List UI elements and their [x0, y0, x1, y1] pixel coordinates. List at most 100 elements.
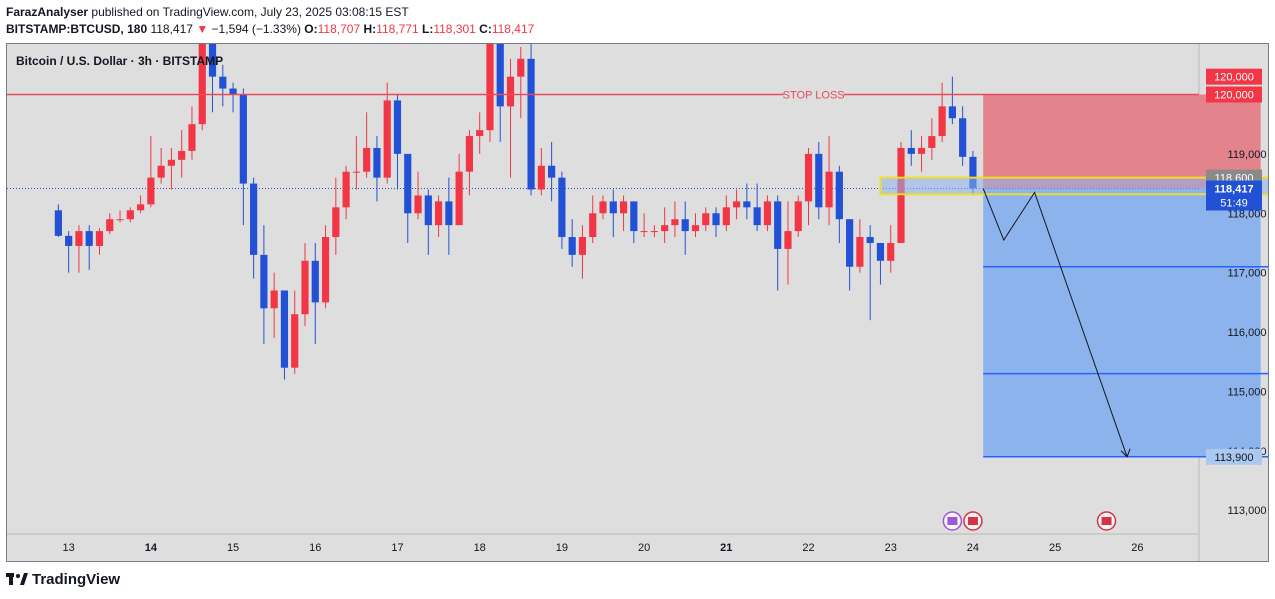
- brand-name: TradingView: [32, 571, 121, 588]
- candle-body: [722, 207, 730, 226]
- candle-body: [455, 171, 463, 226]
- candle-body: [578, 237, 587, 255]
- candle: [75, 225, 83, 273]
- candle-body: [219, 76, 227, 89]
- candle: [352, 136, 360, 190]
- price-axis-label: 113,900: [1215, 452, 1254, 464]
- candle: [578, 225, 587, 279]
- symbol-name[interactable]: BITSTAMP:BTCUSD, 180: [6, 22, 148, 36]
- candle-body: [188, 124, 196, 151]
- x-tick-label: 23: [885, 542, 897, 554]
- candle-body: [527, 58, 535, 190]
- candle-body: [743, 201, 751, 208]
- candle-body: [794, 201, 802, 232]
- candle: [136, 195, 145, 214]
- candle: [681, 201, 689, 255]
- candle: [54, 204, 62, 238]
- candle: [938, 82, 946, 142]
- candle: [311, 242, 319, 344]
- candle: [835, 165, 843, 243]
- x-tick-label: 21: [720, 542, 732, 554]
- candle: [465, 130, 474, 196]
- candle-body: [270, 290, 278, 309]
- y-tick-label: 119,000: [1228, 149, 1267, 161]
- y-tick-label: 118,000: [1228, 208, 1267, 220]
- entry-box: [879, 176, 1275, 196]
- open-value: 118,707: [317, 22, 361, 36]
- candle: [671, 201, 679, 238]
- candle-body: [54, 210, 62, 236]
- candle: [260, 225, 268, 344]
- candle: [321, 225, 330, 309]
- candle-body: [753, 207, 761, 226]
- candle: [239, 88, 247, 226]
- candle: [106, 213, 114, 235]
- us-flag-event-icon[interactable]: [963, 511, 983, 531]
- take-profit-zone: [983, 188, 1261, 457]
- candle-body: [804, 153, 813, 202]
- candle-body: [373, 147, 381, 178]
- candle-body: [774, 201, 782, 249]
- candle: [167, 147, 176, 190]
- candle: [948, 76, 956, 125]
- candle-body: [517, 58, 525, 77]
- candle-body: [589, 213, 597, 238]
- x-tick-label: 15: [227, 542, 239, 554]
- candle-body: [784, 231, 792, 249]
- candle-body: [65, 235, 73, 246]
- high-label: H:: [363, 22, 377, 36]
- candle-body: [917, 147, 926, 154]
- close-label: C:: [479, 22, 492, 36]
- candle-body: [938, 106, 946, 137]
- candle-body: [393, 100, 402, 154]
- candle-body: [866, 237, 874, 243]
- candle: [280, 290, 289, 380]
- publish-details: published on TradingView.com, July 23, 2…: [91, 5, 409, 19]
- candle-body: [846, 219, 854, 267]
- candle-body: [763, 201, 772, 226]
- candle-body: [260, 254, 268, 309]
- earnings-event-icon[interactable]: [942, 511, 963, 531]
- candle-body: [352, 171, 360, 173]
- open-label: O:: [304, 22, 318, 36]
- candle: [342, 165, 350, 220]
- candle: [753, 183, 761, 232]
- candle-body: [157, 165, 165, 178]
- candle: [527, 35, 535, 196]
- price-change: −1,594 (−1.33%): [211, 22, 301, 36]
- us-flag-event-icon[interactable]: [1096, 511, 1117, 531]
- candle: [887, 225, 895, 273]
- candle: [65, 231, 73, 273]
- candle: [866, 225, 874, 321]
- candle: [784, 201, 792, 285]
- x-tick-label: 20: [638, 542, 650, 554]
- candle-body: [948, 106, 956, 119]
- candle: [846, 219, 854, 291]
- candle-body: [445, 201, 453, 226]
- candle-body: [599, 201, 607, 214]
- candle-body: [383, 100, 391, 178]
- candle: [229, 82, 237, 113]
- candle: [496, 0, 504, 142]
- candle-body: [815, 153, 823, 208]
- candle: [517, 46, 525, 119]
- candle-body: [537, 165, 545, 190]
- low-label: L:: [422, 22, 434, 36]
- tradingview-brand[interactable]: TradingView: [6, 571, 120, 588]
- candle-body: [342, 171, 350, 208]
- candle: [599, 195, 607, 220]
- candle-body: [250, 183, 258, 255]
- candle: [188, 106, 196, 160]
- candle: [640, 213, 648, 238]
- candle-body: [681, 219, 689, 232]
- price-axis-label-bg: [1206, 448, 1262, 465]
- candle-body: [311, 260, 319, 303]
- event-icon-glyph: [947, 517, 958, 525]
- candle-body: [661, 225, 669, 232]
- candle: [373, 136, 381, 202]
- candle: [774, 195, 782, 291]
- candle-body: [671, 219, 679, 226]
- price-chart[interactable]: STOP LOSSENTRY POINTTAKE PROFIT 1TAKE PR…: [7, 0, 1275, 561]
- ohlc-legend: BITSTAMP:BTCUSD, 180 118,417 ▼ −1,594 (−…: [6, 22, 534, 36]
- author-name[interactable]: FarazAnalyser: [6, 5, 89, 19]
